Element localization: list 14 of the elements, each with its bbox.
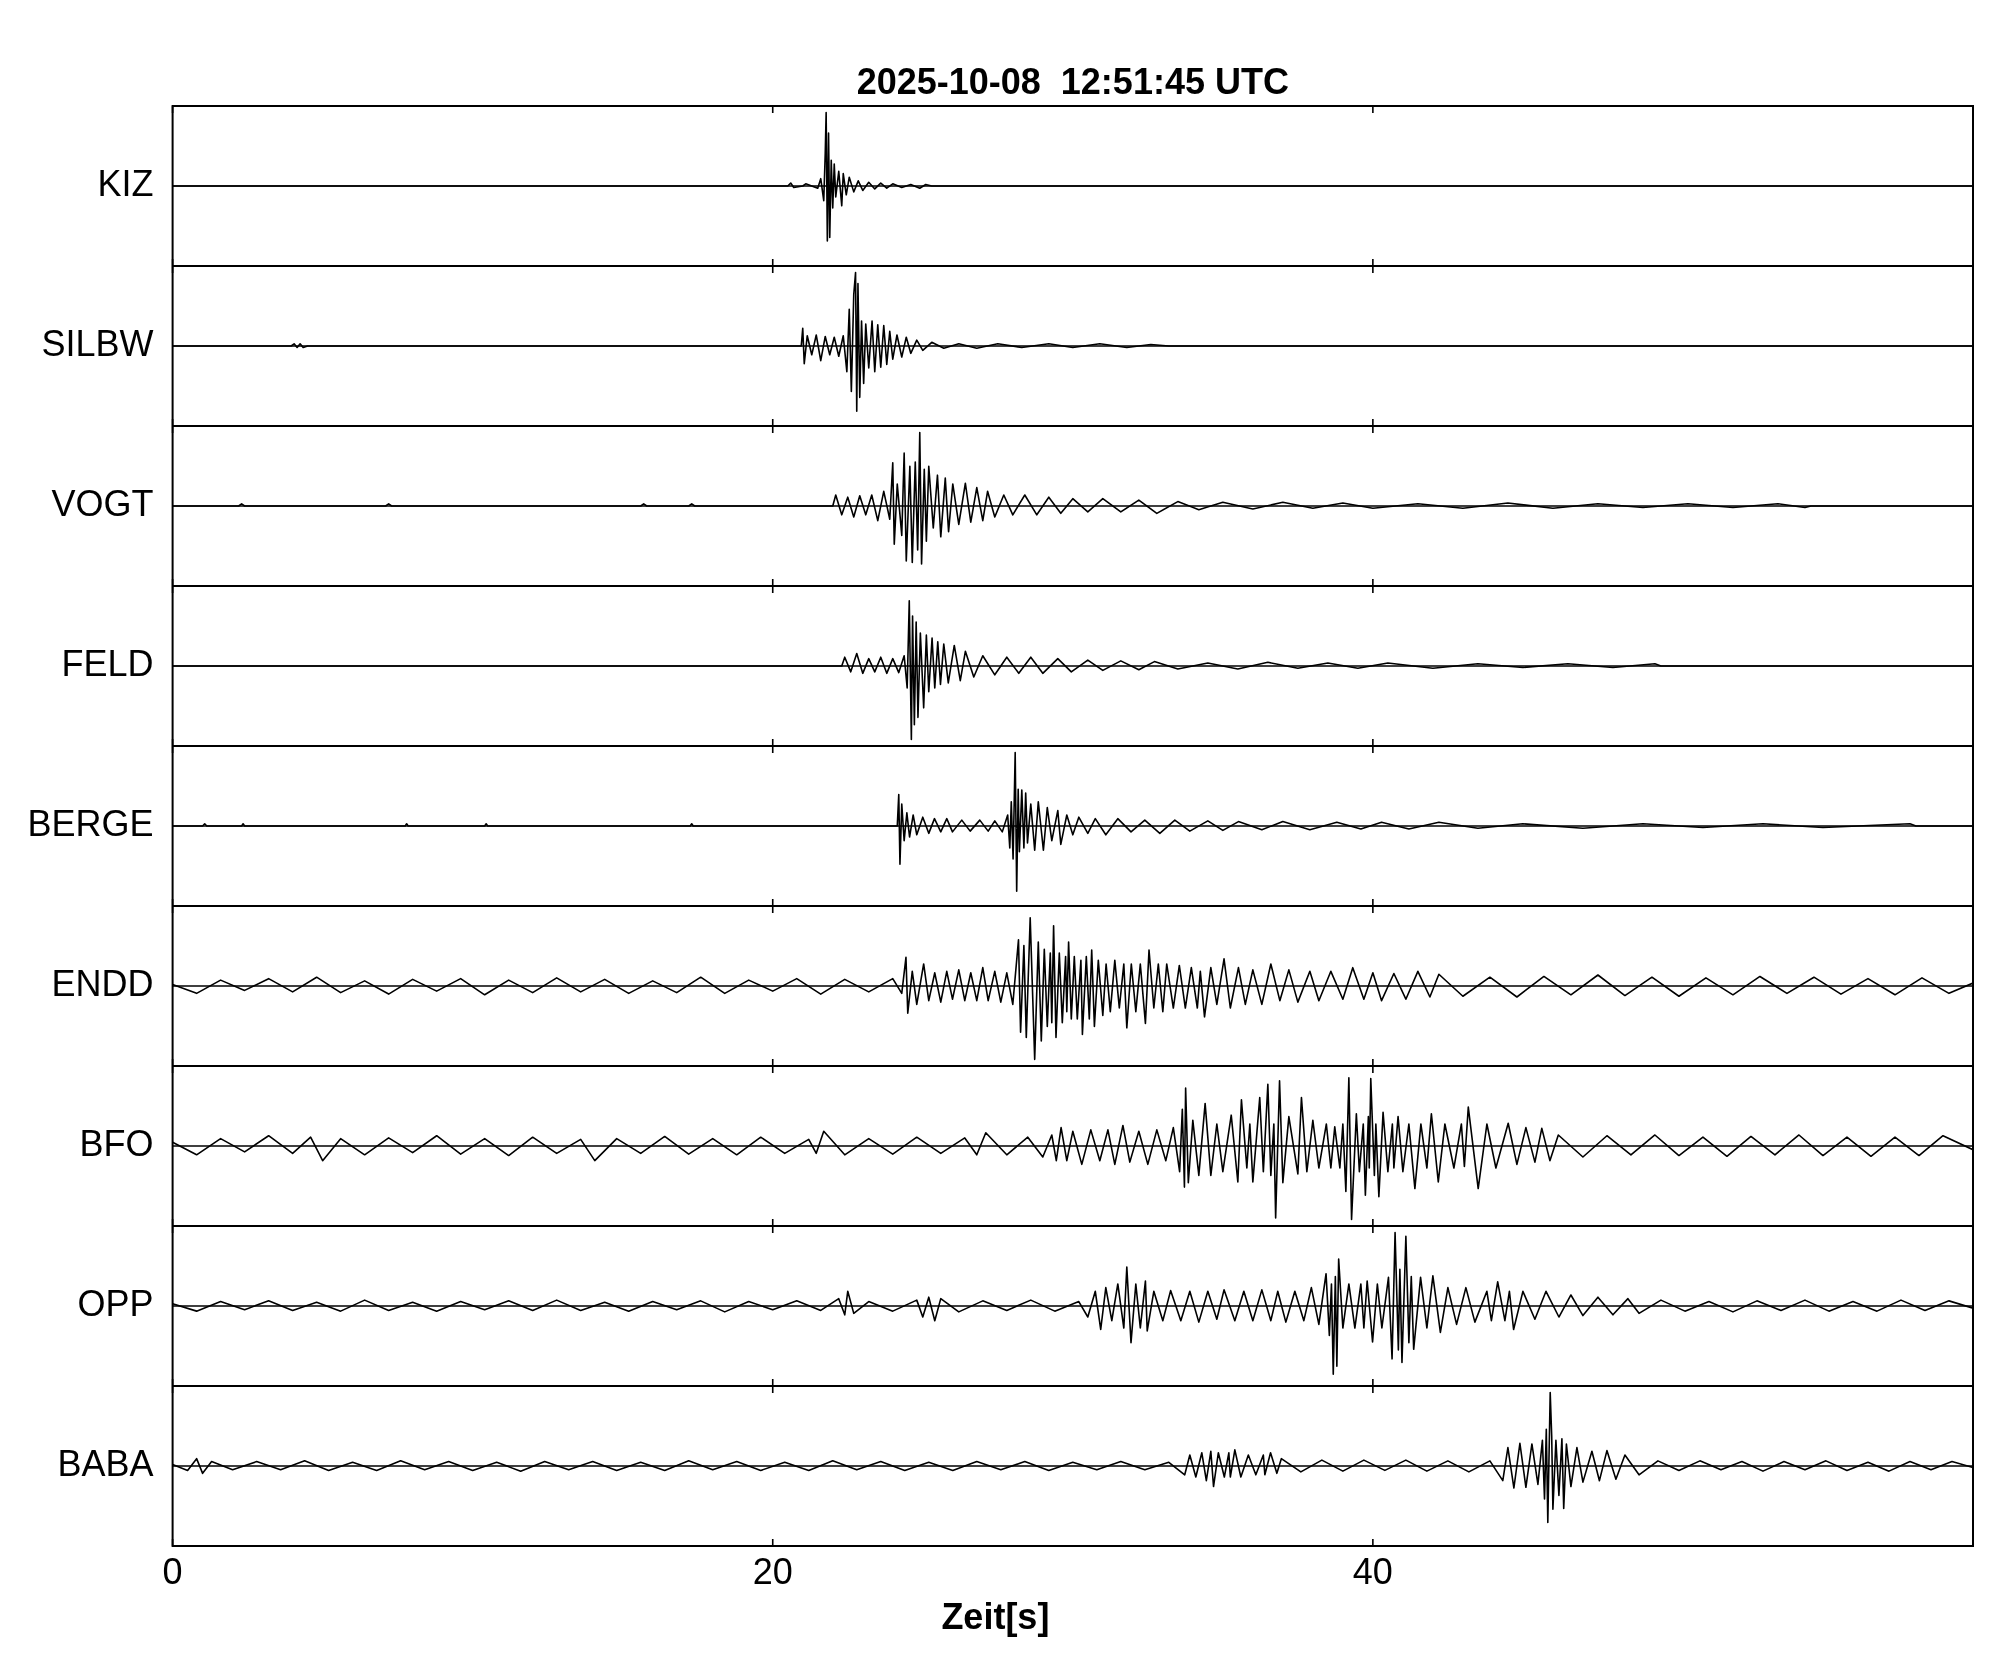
x-tick-label: 40 [1352, 1550, 1393, 1592]
y-axis-title: BERGE [27, 802, 154, 844]
y-axis-title: FELD [61, 642, 154, 684]
x-axis-title: Zeit[s] [941, 1595, 1050, 1637]
y-axis-title: VOGT [51, 482, 154, 524]
x-tick-label: 20 [752, 1550, 793, 1592]
y-axis-title: KIZ [97, 162, 154, 204]
y-axis-title: BABA [57, 1442, 154, 1484]
y-axis-title: OPP [77, 1282, 154, 1324]
y-axis-title: SILBW [41, 322, 154, 364]
x-tick-label: 0 [162, 1550, 183, 1592]
chart-title: 2025-10-08 12:51:45 UTC [856, 60, 1289, 102]
y-axis-title: BFO [79, 1122, 154, 1164]
y-axis-title: ENDD [51, 962, 154, 1004]
